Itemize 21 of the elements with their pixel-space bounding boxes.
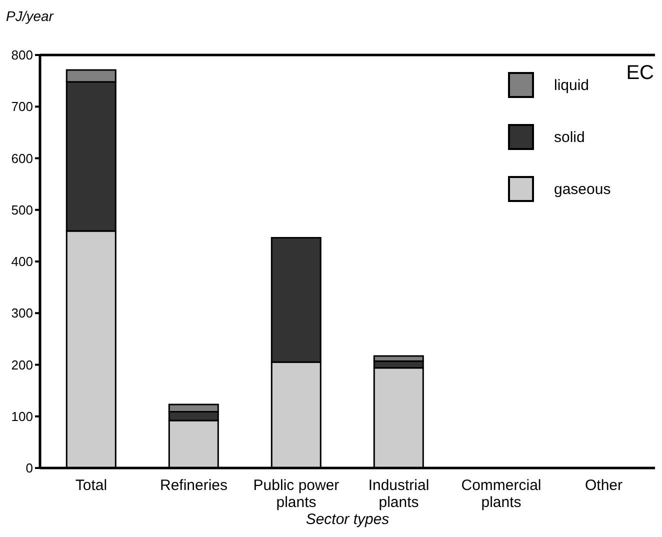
x-tick-label: Public power plants [253, 477, 340, 511]
y-tick-label: 0 [26, 460, 33, 476]
y-tick-label: 300 [11, 306, 33, 321]
x-tick-label: Commercial plants [461, 477, 542, 511]
legend-label: gaseous [554, 180, 611, 198]
y-axis-title: PJ/year [6, 8, 54, 24]
x-tick-label: Total [75, 477, 108, 494]
x-tick-label: Refineries [160, 477, 228, 494]
y-tick-label: 600 [11, 150, 33, 166]
y-tick-label: 700 [11, 99, 33, 114]
x-axis-title: Sector types [304, 511, 390, 528]
y-tick-label: 100 [11, 408, 33, 424]
x-tick-label: Other [584, 477, 623, 494]
legend-label: solid [554, 128, 585, 146]
annotation: EC [626, 62, 654, 85]
legend-label: liquid [554, 76, 590, 94]
x-tick-label: Industrial plants [368, 477, 430, 511]
y-tick-label: 500 [11, 202, 33, 218]
y-tick-label: 800 [11, 48, 33, 63]
y-tick-label: 400 [11, 254, 33, 270]
y-tick-label: 200 [11, 357, 33, 372]
